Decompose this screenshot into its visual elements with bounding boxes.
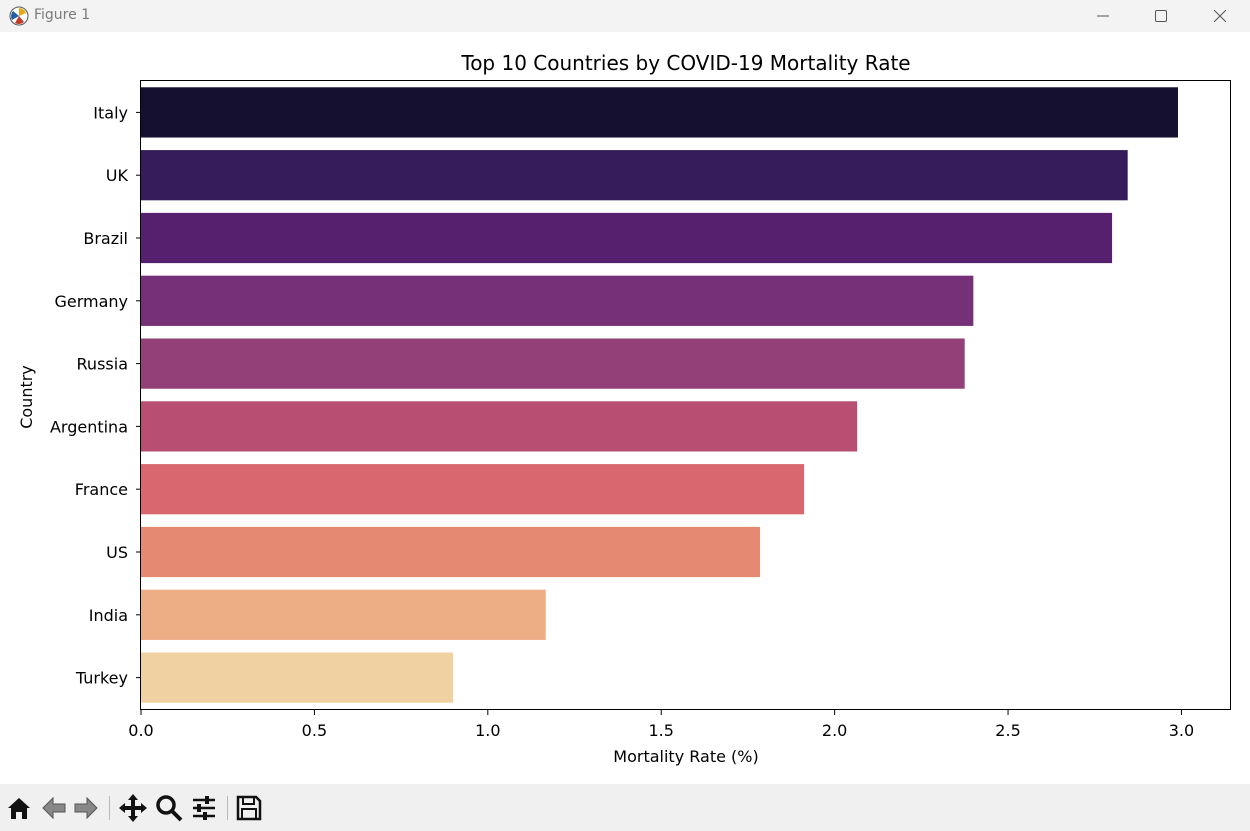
forward-icon [74, 796, 98, 820]
x-tick-label: 3.0 [1169, 721, 1194, 740]
minimize-icon [1097, 15, 1109, 17]
configure-subplots-button[interactable] [188, 792, 220, 824]
y-tick-label: Turkey [75, 669, 128, 688]
x-tick-label: 2.5 [995, 721, 1020, 740]
chart-title: Top 10 Countries by COVID-19 Mortality R… [460, 51, 910, 75]
bar-uk [141, 150, 1128, 201]
figure-canvas: Top 10 Countries by COVID-19 Mortality R… [0, 32, 1250, 784]
toolbar-separator [109, 796, 110, 820]
app-icon [9, 6, 29, 26]
pan-button[interactable] [117, 792, 149, 824]
bar-argentina [141, 401, 858, 452]
minimize-button[interactable] [1074, 0, 1132, 32]
title-bar: Figure 1 [0, 0, 1250, 32]
navigation-toolbar [0, 784, 1250, 831]
bar-italy [141, 87, 1178, 138]
plot-frame [140, 80, 1231, 710]
configure-subplots-icon [193, 796, 215, 820]
y-tick-label: France [75, 480, 128, 499]
maximize-icon [1155, 10, 1167, 22]
back-icon [42, 796, 66, 820]
y-axis-label: Country [17, 365, 36, 429]
x-axis-label: Mortality Rate (%) [613, 747, 758, 766]
y-tick-label: Germany [54, 292, 128, 311]
home-button[interactable] [3, 792, 35, 824]
close-icon [1214, 10, 1226, 22]
home-icon [8, 798, 30, 819]
x-tick-label: 2.0 [822, 721, 847, 740]
back-button[interactable] [38, 792, 70, 824]
save-button[interactable] [233, 792, 265, 824]
y-tick-label: Brazil [83, 229, 128, 248]
x-tick-label: 0.5 [302, 721, 327, 740]
bar-germany [141, 275, 974, 326]
toolbar-separator [227, 796, 228, 820]
bar-india [141, 589, 546, 640]
forward-button[interactable] [70, 792, 102, 824]
bar-brazil [141, 212, 1113, 264]
x-tick-label: 1.5 [648, 721, 673, 740]
y-tick-label: Italy [93, 103, 128, 122]
maximize-button[interactable] [1132, 0, 1190, 32]
bar-turkey [141, 652, 454, 703]
zoom-button[interactable] [153, 792, 185, 824]
y-tick-label: Russia [77, 355, 128, 374]
y-tick-label: UK [106, 166, 129, 185]
chart: Top 10 Countries by COVID-19 Mortality R… [17, 51, 1231, 766]
bar-france [141, 464, 805, 515]
bar-russia [141, 338, 965, 389]
window-title: Figure 1 [34, 7, 91, 23]
x-tick-label: 0.0 [128, 721, 153, 740]
bar-us [141, 526, 761, 578]
x-tick-label: 1.0 [475, 721, 500, 740]
y-tick-label: India [89, 606, 128, 625]
zoom-icon [156, 795, 183, 822]
close-button[interactable] [1191, 0, 1249, 32]
y-tick-label: Argentina [50, 417, 128, 436]
y-tick-label: US [106, 543, 128, 562]
save-icon [236, 795, 262, 821]
pan-icon [119, 794, 147, 822]
